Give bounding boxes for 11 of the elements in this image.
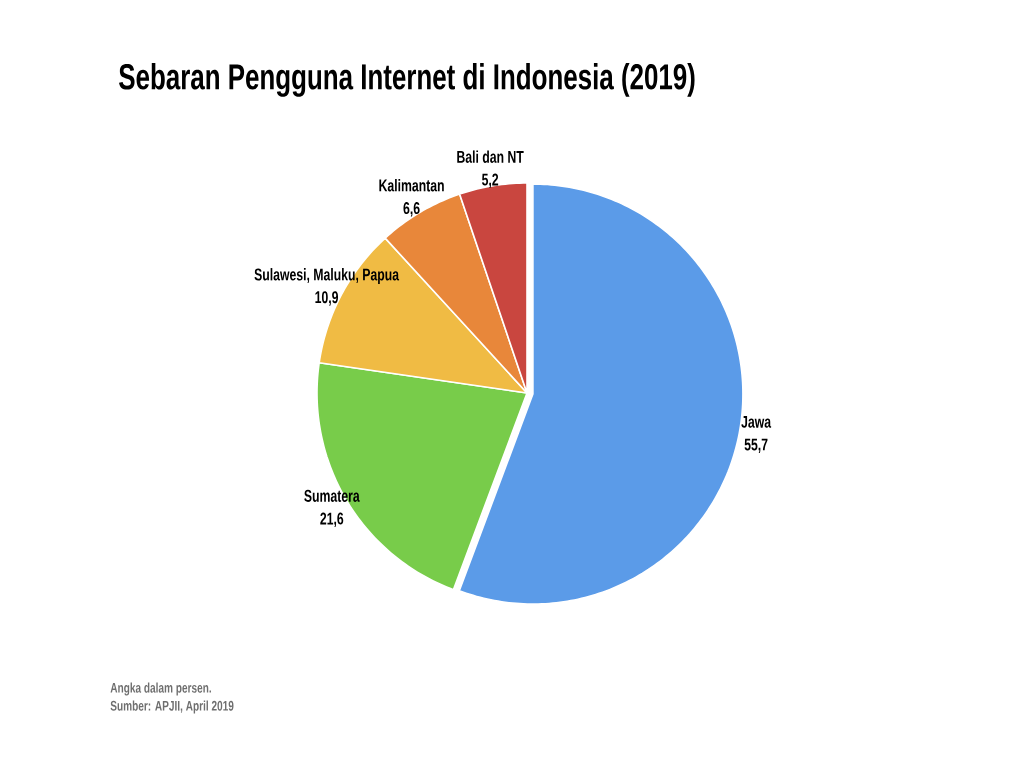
data-label: 10,9 <box>315 291 339 306</box>
data-label: 55,7 <box>744 438 768 453</box>
slice-label: Jawa <box>741 415 772 428</box>
chart-title: Sebaran Pengguna Internet di Indonesia (2019) <box>119 63 695 97</box>
text: Angka dalam persen. <box>110 682 211 696</box>
data-label: 21,6 <box>320 512 344 528</box>
data-label: 5,2 <box>481 173 499 189</box>
text: Sumber: APJII, April 2019 <box>110 700 234 714</box>
slice-label: Bali dan NT <box>457 150 524 163</box>
data-label: 6,6 <box>403 202 420 217</box>
slice-label: Kalimantan <box>379 178 444 192</box>
